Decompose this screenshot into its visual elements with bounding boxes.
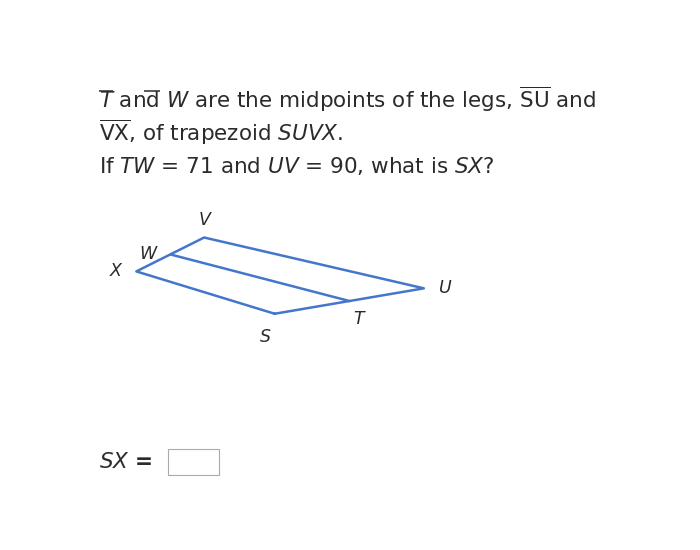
Text: If $\it{TW}$ = 71 and $\it{UV}$ = 90, what is $\it{SX}$?: If $\it{TW}$ = 71 and $\it{UV}$ = 90, wh… [99,155,495,177]
Text: U: U [439,279,452,298]
Text: S: S [260,328,271,346]
Text: W: W [140,245,157,263]
Text: $\it{SX}$ =: $\it{SX}$ = [99,452,153,472]
Text: T: T [354,310,364,328]
FancyBboxPatch shape [168,449,219,475]
Text: $\it{T}$ and $\it{W}$ are the midpoints of the legs, $\mathregular{\overline{SU}: $\it{T}$ and $\it{W}$ are the midpoints … [99,85,596,114]
Text: $\mathregular{\overline{VX}}$, of trapezoid $\it{SUVX}$.: $\mathregular{\overline{VX}}$, of trapez… [99,118,344,147]
Text: X: X [109,262,121,280]
Text: V: V [198,211,210,229]
